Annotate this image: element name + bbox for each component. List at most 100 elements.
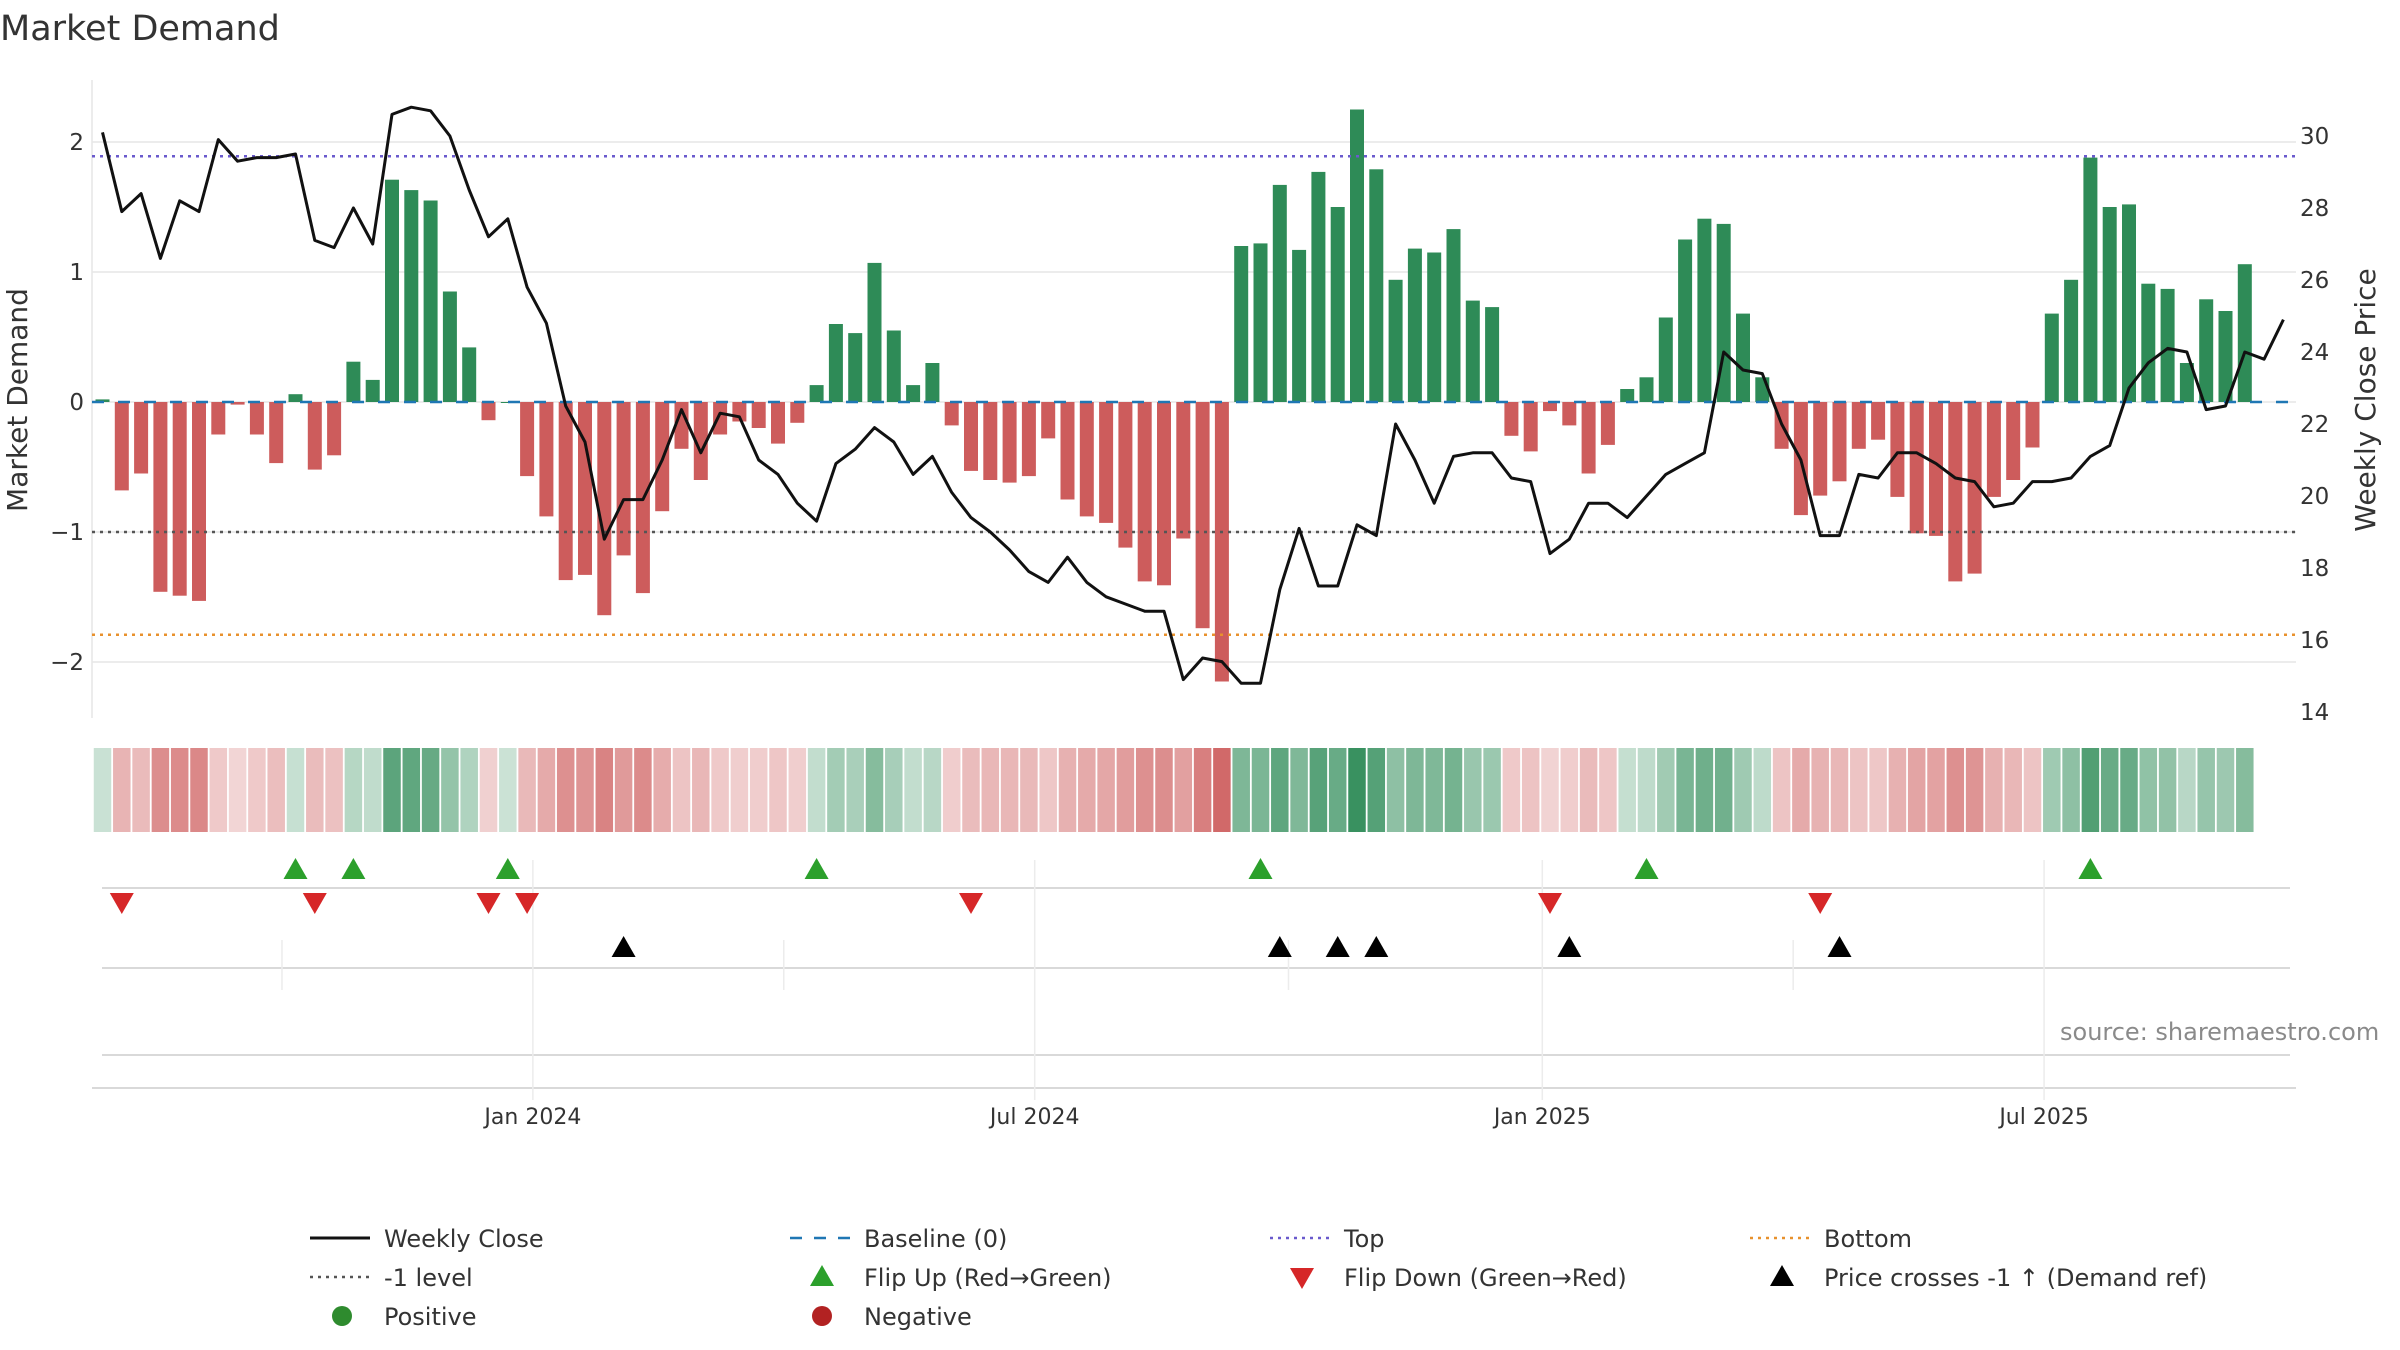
heat-cell [1695, 748, 1714, 832]
heat-cell [2062, 748, 2080, 832]
demand-bar [1407, 248, 1422, 402]
heat-cell [1406, 748, 1424, 832]
demand-bar [192, 402, 206, 601]
heat-cell [1946, 748, 1965, 832]
heat-cell [479, 748, 498, 832]
demand-bar [1620, 389, 1635, 402]
source-credit: source: sharemaestro.com [2060, 1018, 2379, 1046]
demand-bar [674, 402, 689, 449]
heat-cell [1155, 748, 1173, 832]
legend-item: Price crosses -1 ↑ (Demand ref) [1770, 1264, 2207, 1292]
heat-cell [402, 748, 421, 832]
legend-label: Weekly Close [384, 1225, 544, 1253]
heat-cell [981, 748, 1000, 832]
demand-bar [848, 333, 863, 402]
demand-bar [2218, 311, 2233, 402]
demand-bar [462, 347, 477, 402]
cross-marker [1325, 936, 1350, 957]
heat-cell [1850, 748, 1868, 832]
demand-bar [1871, 402, 1886, 440]
demand-bar [1021, 402, 1036, 477]
demand-bar [1234, 246, 1249, 402]
y2-tick-label: 24 [2300, 340, 2329, 366]
y2-tick-label: 22 [2300, 412, 2329, 438]
heat-cell [1714, 748, 1733, 832]
heat-cell [460, 748, 478, 832]
heat-cell [1541, 748, 1559, 832]
heat-cell [865, 748, 884, 832]
demand-bar [751, 402, 766, 428]
y-axis-ticks: 2 1 0 −1 −2 [50, 130, 84, 676]
heat-cell [749, 748, 768, 832]
heat-cell [711, 748, 729, 832]
y2-axis-ticks: 30 28 26 24 22 20 18 16 14 [2300, 124, 2329, 726]
demand-bar [1388, 279, 1403, 402]
demand-bar [211, 402, 226, 435]
demand-bar [307, 402, 322, 470]
demand-bar [153, 402, 168, 592]
heat-cell [730, 748, 749, 832]
demand-bar [1079, 402, 1094, 517]
y2-tick-label: 16 [2300, 628, 2329, 654]
demand-bar [944, 402, 959, 426]
demand-bar [1176, 402, 1191, 539]
heat-cell [2043, 748, 2061, 832]
heat-cell [151, 748, 170, 832]
demand-bar [2160, 288, 2175, 402]
y2-tick-label: 30 [2300, 124, 2329, 150]
demand-bar [1427, 252, 1442, 402]
demand-bar [1523, 402, 1538, 452]
legend-item: -1 level [310, 1264, 473, 1292]
demand-bar [1330, 207, 1345, 402]
heat-cell [1251, 748, 1270, 832]
demand-bar [2179, 363, 2194, 402]
heat-cell [1927, 748, 1945, 832]
heat-cell [1483, 748, 1501, 832]
demand-bar [1195, 402, 1210, 629]
flip-markers [109, 858, 2103, 914]
demand-bar [771, 402, 785, 444]
flip-down-marker [1808, 893, 1833, 914]
flip-up-marker [804, 858, 829, 879]
heat-cell [1637, 748, 1656, 832]
demand-bar [1562, 402, 1577, 426]
flip-down-marker [109, 893, 134, 914]
heat-cell [132, 748, 150, 832]
heat-cell [962, 748, 980, 832]
heat-cell [1348, 748, 1366, 832]
heat-cell [1058, 748, 1077, 832]
heat-cell [885, 748, 903, 832]
demand-bar [2237, 264, 2252, 402]
demand-bar [2006, 402, 2021, 480]
demand-bar [269, 402, 284, 464]
y-tick-label: 2 [69, 130, 84, 156]
demand-bar [539, 402, 554, 517]
demand-bar [616, 402, 631, 556]
heat-cell [827, 748, 845, 832]
demand-bar [1909, 402, 1924, 534]
heat-cell [1116, 748, 1135, 832]
demand-bar [172, 402, 187, 596]
demand-bar [1118, 402, 1133, 548]
demand-bar [828, 324, 843, 402]
heat-cell [2120, 748, 2138, 832]
legend-label: Flip Up (Red→Green) [864, 1264, 1112, 1292]
demand-bar [1465, 300, 1480, 402]
demand-bar [134, 402, 149, 474]
demand-bar [983, 402, 998, 480]
demand-bar [964, 402, 978, 471]
date-tick-label: Jan 2024 [482, 1105, 581, 1130]
demand-bar [1600, 402, 1615, 445]
demand-bar [1967, 402, 1982, 574]
legend-swatch [1290, 1268, 1314, 1289]
heat-cell [113, 748, 131, 832]
heat-cell [248, 748, 266, 832]
heat-cell [1560, 748, 1579, 832]
y-tick-label: −2 [50, 650, 84, 676]
flip-down-marker [1538, 893, 1562, 914]
legend: Weekly Close Baseline (0) Top Bottom -1 leve… [310, 1225, 2207, 1331]
demand-bar [1948, 402, 1963, 582]
y2-tick-label: 26 [2300, 268, 2329, 294]
heat-cell [537, 748, 556, 832]
heat-cell [2139, 748, 2158, 832]
